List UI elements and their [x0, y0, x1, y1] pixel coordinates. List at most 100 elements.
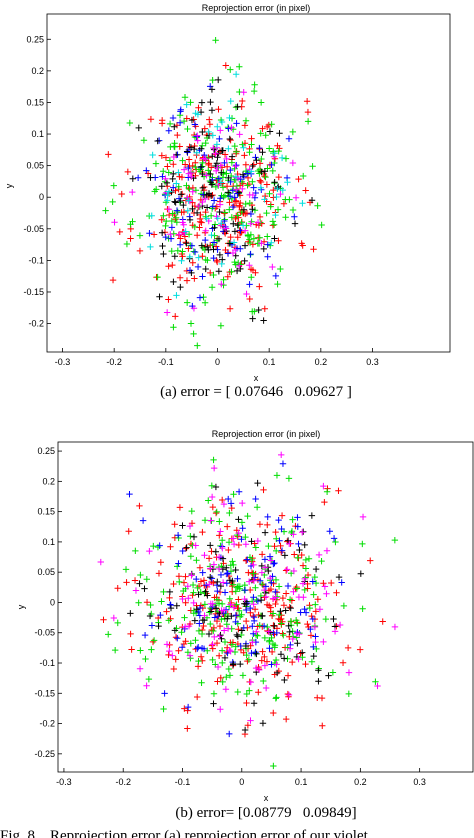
data-point-marker	[206, 581, 213, 588]
data-point-marker	[141, 585, 148, 592]
data-point-marker	[232, 215, 239, 223]
data-point-marker	[229, 126, 237, 133]
data-point-marker	[209, 656, 216, 664]
data-point-marker	[167, 231, 174, 238]
data-point-marker	[262, 173, 269, 181]
data-point-marker	[246, 604, 254, 612]
data-point-marker	[226, 305, 234, 312]
data-point-marker	[199, 569, 206, 576]
data-point-marker	[183, 182, 190, 189]
data-point-marker	[193, 575, 200, 583]
data-point-marker	[160, 168, 167, 175]
data-point-marker	[254, 219, 262, 226]
data-point-marker	[222, 686, 230, 693]
data-point-marker	[173, 292, 180, 299]
data-point-marker	[245, 656, 253, 663]
data-point-marker	[255, 306, 262, 314]
data-point-marker	[271, 179, 278, 186]
data-point-marker	[254, 597, 262, 605]
data-point-marker	[171, 253, 179, 260]
data-point-marker	[158, 183, 165, 190]
data-point-marker	[100, 616, 107, 623]
data-point-marker	[217, 582, 225, 590]
data-point-marker	[238, 519, 246, 526]
data-point-marker	[220, 500, 228, 508]
data-point-marker	[257, 178, 265, 186]
data-point-marker	[268, 161, 275, 169]
data-point-marker	[299, 580, 307, 587]
data-point-marker	[213, 508, 220, 516]
data-point-marker	[283, 566, 291, 573]
data-point-marker	[272, 272, 280, 280]
data-point-marker	[245, 180, 253, 188]
data-point-marker	[229, 577, 236, 585]
data-point-marker	[278, 547, 286, 554]
data-point-marker	[282, 567, 290, 574]
data-point-marker	[315, 551, 323, 559]
data-point-marker	[301, 586, 308, 594]
data-point-marker	[265, 567, 272, 575]
data-point-marker	[266, 190, 273, 197]
y-tick-label: 0.25	[26, 34, 44, 44]
data-point-marker	[284, 537, 292, 544]
data-point-marker	[240, 89, 247, 96]
data-point-marker	[203, 215, 210, 222]
data-point-marker	[214, 578, 221, 586]
data-point-marker	[247, 250, 254, 258]
data-point-marker	[142, 655, 149, 663]
data-point-marker	[170, 161, 177, 168]
data-point-marker	[232, 71, 240, 78]
data-point-marker	[256, 234, 263, 241]
data-point-marker	[266, 553, 274, 560]
data-point-marker	[264, 513, 271, 521]
data-point-marker	[278, 512, 286, 519]
data-point-marker	[277, 265, 284, 273]
data-point-marker	[226, 672, 234, 679]
data-point-marker	[245, 578, 253, 585]
data-point-marker	[146, 612, 154, 620]
data-point-marker	[186, 216, 194, 224]
data-point-marker	[243, 606, 250, 614]
data-point-marker	[261, 168, 269, 175]
data-point-marker	[198, 644, 206, 652]
data-point-marker	[357, 570, 365, 577]
plot-a-axes-box	[46, 13, 451, 353]
data-point-marker	[296, 546, 303, 554]
data-point-marker	[188, 507, 195, 515]
data-point-marker	[201, 551, 208, 559]
data-point-marker	[214, 154, 221, 161]
data-point-marker	[225, 190, 233, 197]
data-point-marker	[178, 629, 185, 636]
data-point-marker	[178, 257, 185, 264]
data-point-marker	[202, 265, 209, 273]
data-point-marker	[239, 525, 246, 532]
data-point-marker	[286, 540, 293, 547]
data-point-marker	[230, 220, 237, 227]
data-point-marker	[190, 607, 198, 614]
data-point-marker	[330, 535, 338, 542]
data-point-marker	[263, 209, 270, 217]
data-point-marker	[172, 214, 180, 221]
data-point-marker	[193, 133, 200, 140]
data-point-marker	[280, 602, 288, 609]
data-point-marker	[191, 248, 199, 256]
data-point-marker	[162, 154, 170, 161]
data-point-marker	[199, 128, 206, 136]
data-point-marker	[110, 614, 118, 622]
data-point-marker	[200, 293, 207, 301]
data-point-marker	[172, 216, 179, 223]
data-point-marker	[162, 175, 169, 182]
data-point-marker	[118, 190, 125, 198]
data-point-marker	[228, 612, 235, 620]
data-point-marker	[234, 575, 241, 582]
data-point-marker	[216, 208, 223, 216]
data-point-marker	[310, 643, 317, 651]
data-point-marker	[217, 179, 225, 186]
data-point-marker	[289, 159, 297, 167]
data-point-marker	[223, 183, 231, 190]
data-point-marker	[323, 590, 330, 598]
data-point-marker	[232, 618, 239, 626]
data-point-marker	[192, 187, 200, 194]
data-point-marker	[291, 551, 298, 558]
data-point-marker	[359, 513, 367, 521]
